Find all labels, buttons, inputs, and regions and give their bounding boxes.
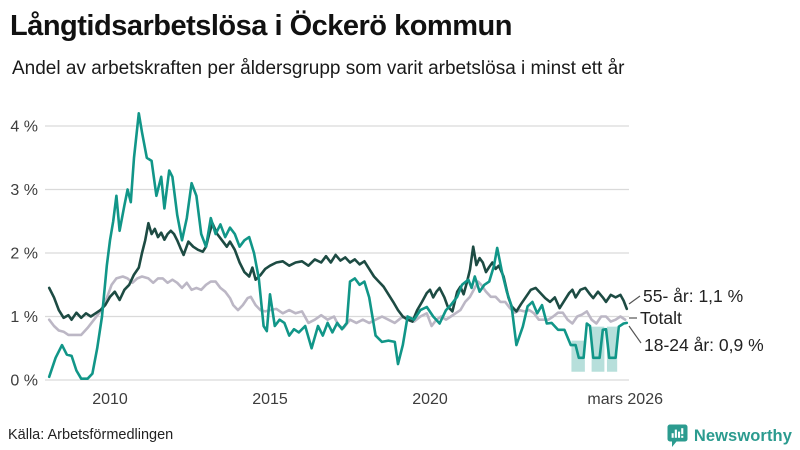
x-axis-tick-label: 2015 (252, 391, 288, 408)
annotation-connector (628, 325, 642, 344)
y-axis-tick-label: 1 % (10, 309, 38, 326)
chart-footer: Källa: Arbetsförmedlingen Newsworthy (8, 424, 792, 448)
newsworthy-icon (667, 424, 688, 447)
series-line-totalt (47, 275, 627, 337)
y-axis-tick-label: 0 % (10, 373, 38, 390)
x-axis-tick-label: 2010 (92, 391, 128, 408)
series-line-18-24-r (47, 112, 629, 381)
series-label: Totalt (640, 308, 682, 328)
annotation-connector (628, 295, 641, 305)
chart-header: Långtidsarbetslösa i Öckerö kommun Andel… (10, 8, 790, 80)
page-subtitle: Andel av arbetskraften per åldersgrupp s… (12, 58, 625, 79)
newsworthy-wordmark: Newsworthy (693, 426, 792, 445)
series-label: 55- år: 1,1 % (643, 286, 743, 306)
source-note: Källa: Arbetsförmedlingen (8, 427, 174, 443)
y-axis-tick-label: 4 % (10, 119, 38, 136)
newsworthy-logo[interactable]: Newsworthy (667, 424, 792, 448)
y-axis-tick-label: 2 % (10, 246, 38, 263)
y-axis-tick-label: 3 % (10, 182, 38, 199)
x-axis-tick-label: mars 2026 (587, 391, 663, 408)
x-axis-tick-label: 2020 (412, 391, 448, 408)
uncertainty-band (606, 326, 618, 372)
series-label: 18-24 år: 0,9 % (644, 335, 764, 355)
series-line-55-r (47, 221, 629, 323)
page-title: Långtidsarbetslösa i Öckerö kommun (10, 10, 512, 42)
